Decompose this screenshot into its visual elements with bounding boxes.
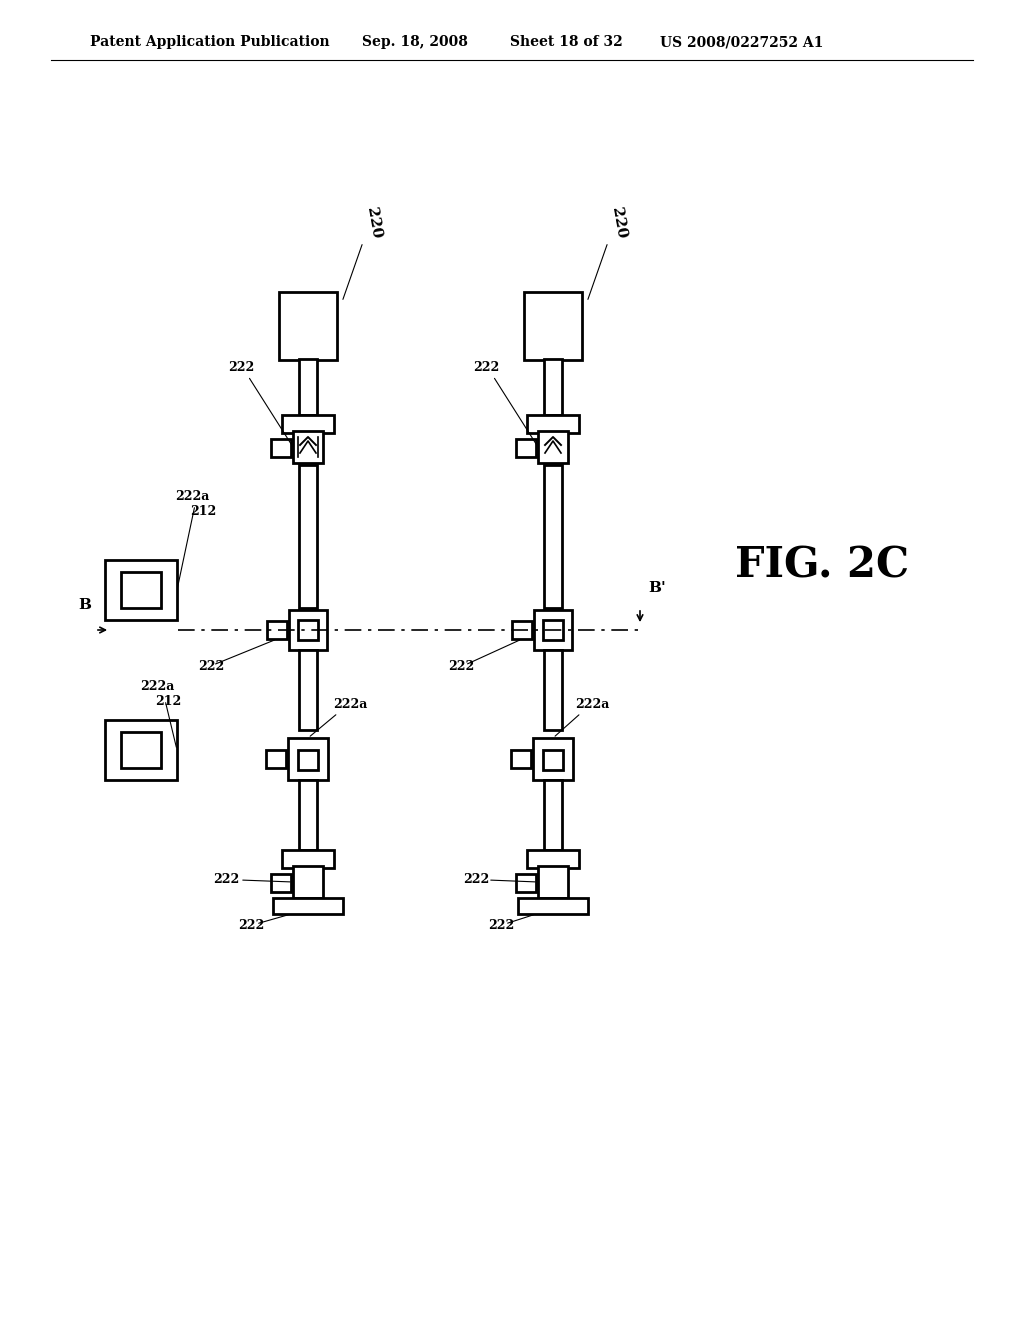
Text: 222a: 222a: [333, 698, 368, 711]
Bar: [271, 440, 291, 457]
Bar: [288, 738, 328, 780]
Text: 222: 222: [198, 660, 224, 673]
Text: 212: 212: [190, 506, 216, 517]
Text: Sep. 18, 2008: Sep. 18, 2008: [362, 36, 468, 49]
Bar: [299, 780, 317, 850]
Text: B: B: [78, 598, 91, 612]
Bar: [298, 620, 318, 640]
Text: 222: 222: [238, 919, 264, 932]
Bar: [299, 359, 317, 414]
Text: 222: 222: [488, 919, 514, 932]
Bar: [271, 874, 291, 892]
Bar: [266, 750, 286, 768]
Bar: [279, 292, 337, 360]
Text: 220: 220: [609, 206, 629, 240]
Bar: [544, 465, 562, 609]
Bar: [282, 850, 334, 869]
Bar: [511, 750, 531, 768]
Bar: [273, 898, 343, 913]
Bar: [289, 610, 327, 649]
Text: US 2008/0227252 A1: US 2008/0227252 A1: [660, 36, 823, 49]
Bar: [282, 414, 334, 433]
Text: 222a: 222a: [140, 680, 174, 693]
Bar: [121, 572, 161, 609]
Bar: [534, 610, 572, 649]
Bar: [538, 432, 568, 463]
Bar: [267, 620, 287, 639]
Text: 222: 222: [463, 873, 489, 886]
Bar: [543, 620, 563, 640]
Text: 220: 220: [364, 206, 383, 240]
Bar: [538, 866, 568, 898]
Bar: [105, 560, 177, 620]
Bar: [105, 719, 177, 780]
Bar: [534, 738, 573, 780]
Text: 222: 222: [449, 660, 474, 673]
Bar: [512, 620, 532, 639]
Bar: [293, 432, 323, 463]
Bar: [298, 750, 318, 770]
Text: B': B': [648, 581, 666, 595]
Bar: [527, 414, 579, 433]
Bar: [121, 733, 161, 768]
Bar: [293, 866, 323, 898]
Text: 222: 222: [228, 360, 254, 374]
Bar: [544, 780, 562, 850]
Text: 222a: 222a: [175, 490, 209, 503]
Bar: [544, 359, 562, 414]
Bar: [516, 874, 536, 892]
Bar: [518, 898, 588, 913]
Bar: [299, 465, 317, 609]
Text: 222: 222: [213, 873, 240, 886]
Text: Sheet 18 of 32: Sheet 18 of 32: [510, 36, 623, 49]
Bar: [527, 850, 579, 869]
Text: 222: 222: [473, 360, 500, 374]
Bar: [524, 292, 582, 360]
Bar: [516, 440, 536, 457]
Text: FIG. 2C: FIG. 2C: [735, 544, 909, 586]
Text: 222a: 222a: [575, 698, 609, 711]
Bar: [543, 750, 563, 770]
Text: Patent Application Publication: Patent Application Publication: [90, 36, 330, 49]
Bar: [544, 649, 562, 730]
Text: 212: 212: [155, 696, 181, 708]
Bar: [299, 649, 317, 730]
